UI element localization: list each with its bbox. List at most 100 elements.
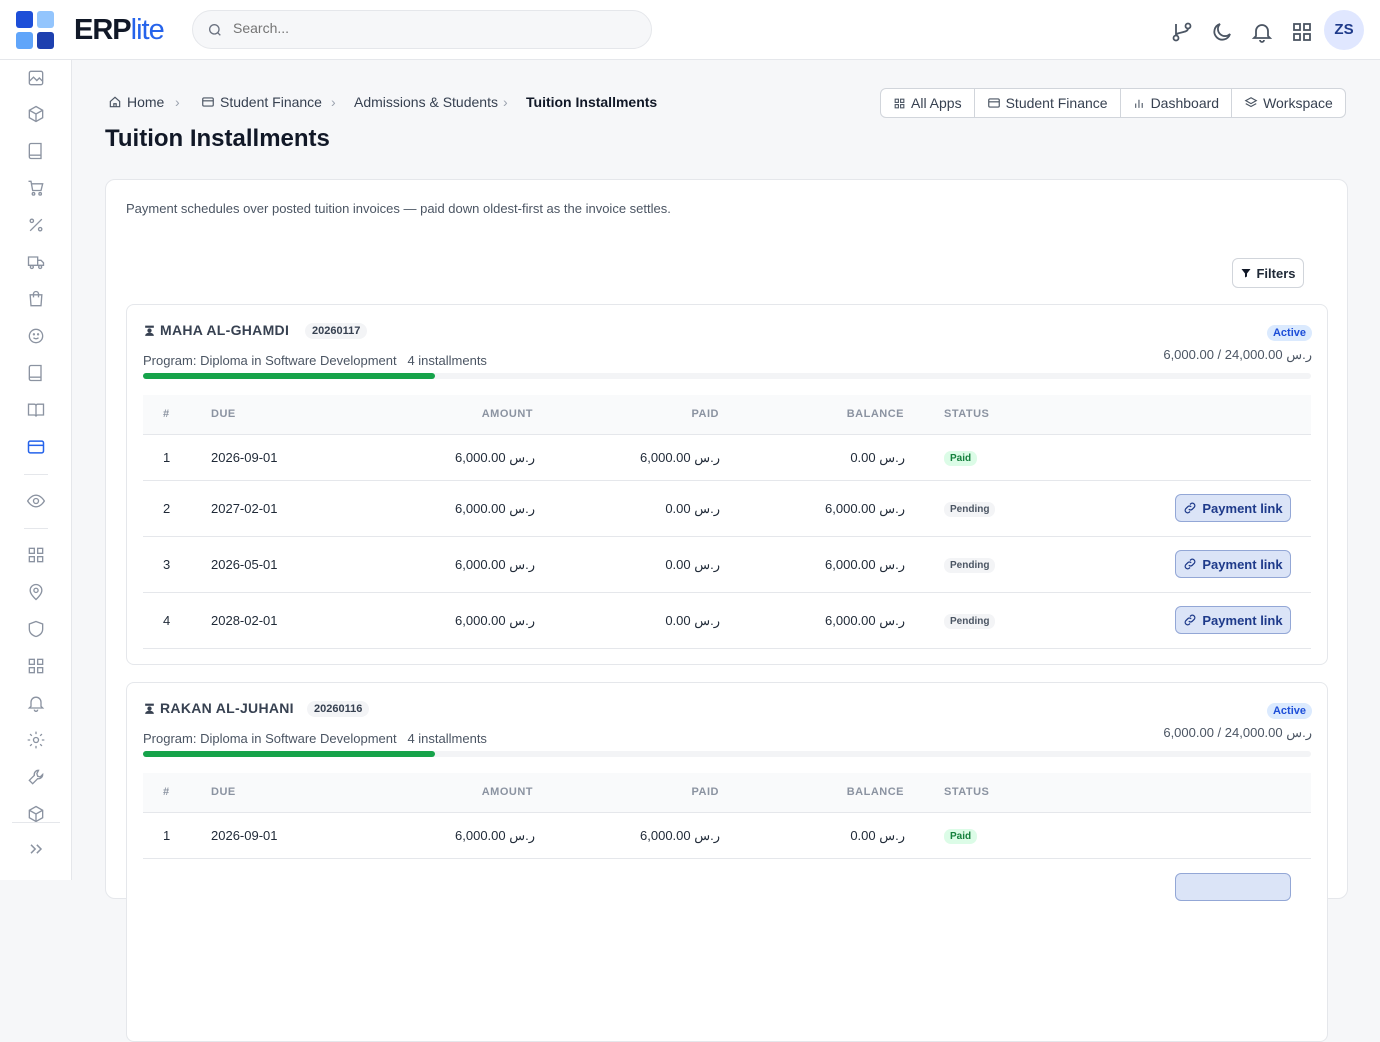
status-badge: Active [1266, 703, 1312, 719]
gear-icon[interactable] [26, 730, 46, 750]
program-label: Program: Diploma in Software Development… [143, 731, 487, 746]
all-apps-button[interactable]: All Apps [881, 89, 975, 117]
dashboard-button[interactable]: Dashboard [1121, 89, 1233, 117]
brand-name[interactable]: ERPlite [74, 14, 165, 46]
table-row: 1 2026-09-01 6,000.00 ر.س 6,000.00 ر.س 0… [143, 435, 1311, 481]
image-icon[interactable] [26, 68, 46, 88]
grid-icon[interactable] [26, 656, 46, 676]
bag-icon[interactable] [26, 289, 46, 309]
package-icon[interactable] [26, 804, 46, 824]
balance: 6,000.00 ر.س [825, 501, 905, 516]
table-header: # DUE AMOUNT PAID BALANCE STATUS [143, 773, 1311, 813]
paid-amount: 6,000.00 ر.س [640, 828, 720, 843]
status-badge: Pending [944, 614, 996, 629]
cart-icon[interactable] [26, 178, 46, 198]
table-row: 3 2026-05-01 6,000.00 ر.س 0.00 ر.س 6,000… [143, 537, 1311, 593]
amount: 6,000.00 ر.س [455, 450, 535, 465]
due-date: 2028-02-01 [211, 613, 278, 628]
row-number: 1 [163, 450, 171, 465]
workspace-button[interactable]: Workspace [1232, 89, 1345, 117]
col-amount: AMOUNT [481, 408, 533, 420]
shield-icon[interactable] [26, 619, 46, 639]
wrench-icon[interactable] [26, 767, 46, 787]
breadcrumb-separator: › [331, 94, 336, 110]
eye-icon[interactable] [26, 491, 46, 511]
grid-icon [894, 98, 905, 108]
sidebar-divider [24, 474, 48, 475]
breadcrumb-separator: › [503, 94, 508, 110]
bell-icon[interactable] [1250, 20, 1274, 44]
status-badge: Active [1266, 325, 1312, 341]
student-id-badge: 20260116 [307, 701, 370, 717]
amount: 6,000.00 ر.س [455, 613, 535, 628]
bell-icon[interactable] [26, 693, 46, 713]
git-branch-icon[interactable] [1170, 20, 1194, 44]
table-row: 1 2026-09-01 6,000.00 ر.س 6,000.00 ر.س 0… [143, 813, 1311, 859]
student-installment-block: MAHA AL-GHAMDI 20260117 Program: Diploma i… [126, 304, 1328, 665]
sidebar-divider [12, 822, 60, 823]
student-id-badge: 20260117 [305, 323, 368, 339]
payment-link-button[interactable]: Payment link [1175, 494, 1291, 522]
filter-icon [1241, 269, 1251, 278]
bar-chart-icon [1134, 99, 1143, 108]
student-name: RAKAN AL-JUHANI [143, 700, 294, 716]
due-date: 2026-09-01 [211, 450, 278, 465]
avatar[interactable]: ZS [1324, 10, 1364, 50]
progress-fill [143, 373, 435, 379]
paid-amount: 0.00 ر.س [665, 501, 720, 516]
box-icon[interactable] [26, 104, 46, 124]
row-number: 4 [163, 613, 171, 628]
table-header: # DUE AMOUNT PAID BALANCE STATUS [143, 395, 1311, 435]
percent-icon[interactable] [26, 215, 46, 235]
payment-link-button[interactable] [1175, 873, 1291, 901]
payment-link-button[interactable]: Payment link [1175, 606, 1291, 634]
link-icon [1185, 502, 1196, 514]
app-nav: All Apps Student Finance Dashboard Works… [880, 88, 1346, 118]
table-row: 2 2027-02-01 6,000.00 ر.س 0.00 ر.س 6,000… [143, 481, 1311, 537]
status-badge: Paid [944, 829, 978, 844]
col-status: STATUS [944, 786, 990, 798]
search-icon [209, 24, 221, 36]
moon-icon[interactable] [1210, 20, 1234, 44]
amount: 6,000.00 ر.س [455, 557, 535, 572]
smile-icon[interactable] [26, 326, 46, 346]
student-finance-button[interactable]: Student Finance [975, 89, 1121, 117]
notebook-icon[interactable] [26, 363, 46, 383]
filters-button[interactable]: Filters [1232, 258, 1304, 288]
student-name: MAHA AL-GHAMDI [143, 322, 289, 338]
apps-grid-icon[interactable] [1290, 20, 1314, 44]
breadcrumb-separator: › [175, 94, 180, 110]
search-input[interactable] [233, 20, 633, 36]
book-open-icon[interactable] [26, 400, 46, 420]
breadcrumb-admissions[interactable]: Admissions & Students [354, 94, 498, 110]
row-number: 3 [163, 557, 171, 572]
progress-bar [143, 373, 1311, 379]
breadcrumb-student-finance[interactable]: Student Finance [201, 94, 322, 110]
breadcrumb-home[interactable]: Home [108, 94, 164, 110]
brand-logo-icon[interactable] [16, 11, 54, 49]
col-paid: PAID [691, 786, 719, 798]
col-due: DUE [211, 408, 236, 420]
paid-amount: 0.00 ر.س [665, 557, 720, 572]
col-due: DUE [211, 786, 236, 798]
balance: 0.00 ر.س [850, 450, 905, 465]
grid-icon[interactable] [26, 545, 46, 565]
map-pin-icon[interactable] [26, 582, 46, 602]
due-date: 2026-05-01 [211, 557, 278, 572]
truck-icon[interactable] [26, 252, 46, 272]
row-number: 2 [163, 501, 171, 516]
search-box[interactable] [192, 10, 652, 49]
status-badge: Pending [944, 558, 996, 573]
col-num: # [163, 408, 170, 420]
layers-icon [1244, 97, 1258, 108]
credit-card-icon[interactable] [26, 437, 46, 457]
graduate-icon [145, 325, 154, 336]
link-icon [1185, 614, 1196, 626]
book-icon[interactable] [26, 141, 46, 161]
amount: 6,000.00 ر.س [455, 828, 535, 843]
chevrons-right-icon[interactable] [26, 839, 46, 859]
amount: 6,000.00 ر.س [455, 501, 535, 516]
col-balance: BALANCE [846, 786, 904, 798]
paid-total: 6,000.00 / 24,000.00 ر.س [1163, 725, 1312, 740]
payment-link-button[interactable]: Payment link [1175, 550, 1291, 578]
